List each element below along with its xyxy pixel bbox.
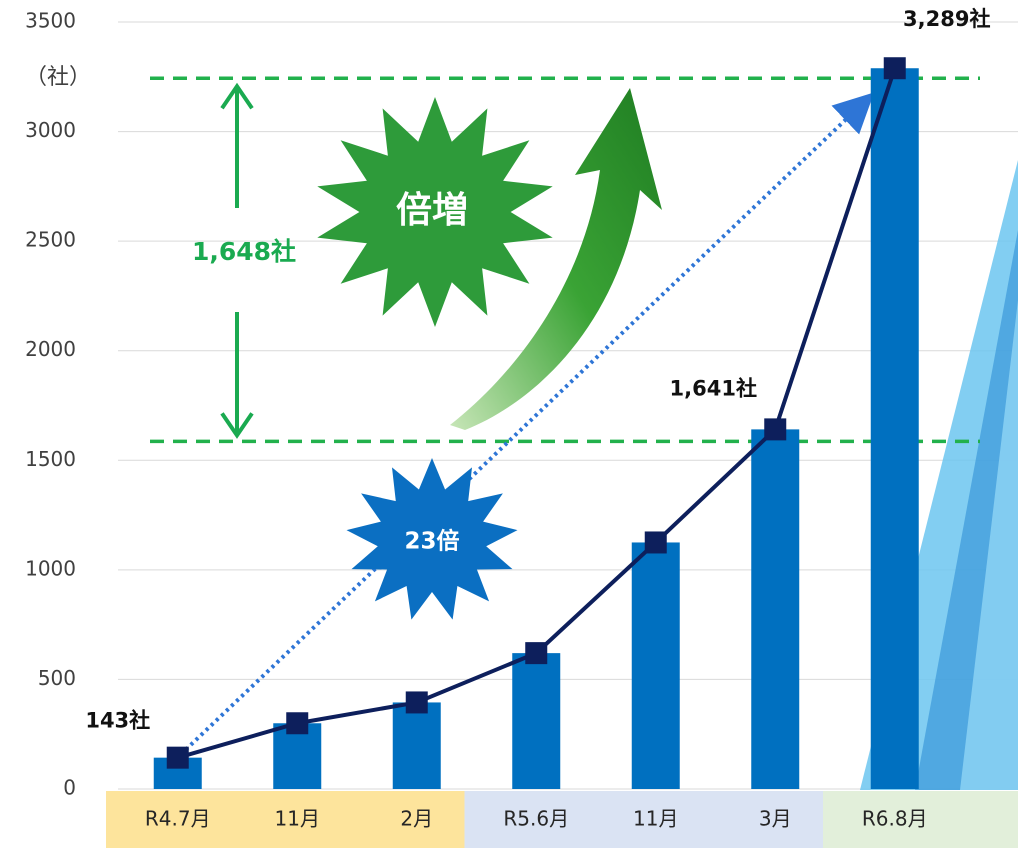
- x-tick-label: R6.8月: [862, 807, 928, 831]
- value-label: 1,641社: [670, 376, 757, 400]
- marker: [405, 691, 428, 714]
- category-band: [106, 791, 226, 848]
- x-tick-label: 3月: [759, 807, 792, 831]
- marker: [883, 57, 906, 80]
- y-tick-label: 0: [63, 776, 76, 800]
- y-tick-label: 2000: [25, 337, 76, 361]
- category-band: [584, 791, 704, 848]
- category-band: [345, 791, 465, 848]
- difference-arrow: [220, 82, 254, 208]
- category-band: [225, 791, 345, 848]
- x-tick-label: R5.6月: [503, 807, 569, 831]
- marker: [166, 746, 189, 769]
- category-band: [823, 791, 1018, 848]
- difference-arrow: [220, 312, 254, 439]
- growth-line: [184, 92, 875, 752]
- bar: [751, 429, 800, 789]
- doubled-label: 倍増: [396, 190, 468, 231]
- bar: [512, 653, 561, 789]
- marker: [525, 642, 548, 665]
- bar: [631, 542, 680, 789]
- y-tick-label: 2500: [25, 228, 76, 252]
- marker: [286, 712, 309, 735]
- x-tick-label: 2月: [400, 807, 433, 831]
- y-tick-label: 3000: [25, 118, 76, 142]
- marker: [764, 418, 787, 441]
- x-tick-label: R4.7月: [145, 807, 211, 831]
- x-tick-label: 11月: [633, 807, 678, 831]
- growth-label: 23倍: [404, 528, 459, 555]
- category-band: [464, 791, 584, 848]
- y-tick-label: 1500: [25, 447, 76, 471]
- marker: [644, 531, 667, 554]
- y-tick-label: 3500: [25, 9, 76, 33]
- value-label: 3,289社: [903, 7, 990, 31]
- growth-arrow: [450, 88, 662, 430]
- category-band: [703, 791, 823, 848]
- difference-label: 1,648社: [192, 237, 296, 266]
- bar: [870, 68, 919, 790]
- growth-burst: [346, 458, 518, 620]
- value-label: 143社: [85, 709, 150, 733]
- unit-label: （社）: [25, 65, 91, 90]
- y-tick-label: 1000: [25, 556, 76, 580]
- bar: [392, 702, 441, 789]
- doubled-burst: [317, 97, 553, 327]
- x-tick-label: 11月: [275, 807, 320, 831]
- y-tick-label: 500: [38, 666, 76, 690]
